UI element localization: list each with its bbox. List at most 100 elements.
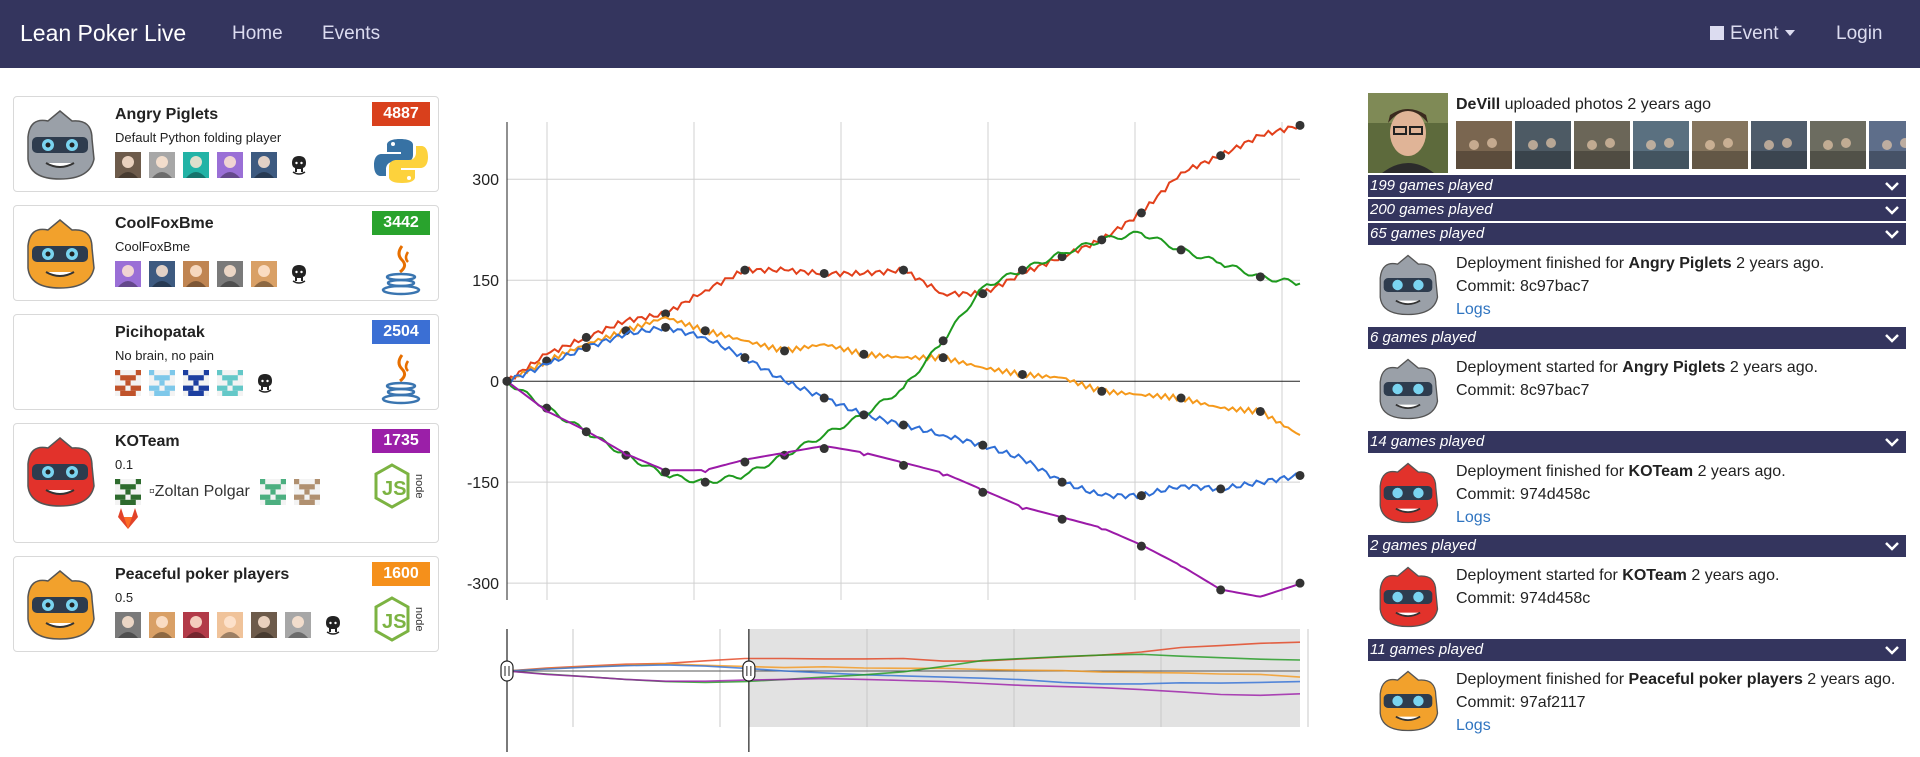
team-name[interactable]: Angry Piglets	[115, 106, 219, 123]
member-avatar[interactable]	[149, 612, 175, 638]
data-point[interactable]	[938, 353, 948, 363]
data-point[interactable]	[661, 309, 671, 319]
member-avatar[interactable]	[149, 152, 175, 178]
data-point[interactable]	[700, 326, 710, 336]
data-point[interactable]	[899, 265, 908, 275]
deployment-team[interactable]: Peaceful poker players	[1628, 671, 1803, 688]
data-point[interactable]	[661, 467, 671, 477]
member-avatar[interactable]	[251, 612, 277, 638]
member-avatar[interactable]	[217, 612, 243, 638]
upload-user[interactable]: DeVill	[1456, 96, 1501, 113]
member-identicon[interactable]	[293, 479, 320, 505]
member-identicon[interactable]	[115, 479, 141, 505]
data-point[interactable]	[1216, 151, 1226, 161]
data-point[interactable]	[1136, 541, 1146, 551]
nav-events-link[interactable]: Events	[322, 23, 381, 44]
logs-link[interactable]: Logs	[1456, 301, 1491, 318]
member-identicon[interactable]	[259, 479, 286, 505]
data-point[interactable]	[978, 440, 988, 450]
member-avatar[interactable]	[285, 612, 311, 638]
member-avatar[interactable]	[115, 152, 141, 178]
photo-thumbnail[interactable]	[1810, 121, 1866, 169]
data-point[interactable]	[899, 420, 908, 430]
data-point[interactable]	[1057, 252, 1067, 262]
games-played-bar[interactable]: 2 games played	[1368, 535, 1906, 557]
member-identicon[interactable]	[217, 370, 243, 396]
data-point[interactable]	[1097, 386, 1107, 396]
deployment-team[interactable]: Angry Piglets	[1628, 255, 1732, 272]
team-name[interactable]: Picihopatak	[115, 324, 205, 341]
data-point[interactable]	[1295, 578, 1305, 588]
data-point[interactable]	[938, 336, 948, 346]
navigator-handle[interactable]	[742, 660, 756, 682]
logs-link[interactable]: Logs	[1456, 717, 1491, 734]
data-point[interactable]	[581, 427, 591, 437]
data-point[interactable]	[581, 343, 591, 353]
team-card[interactable]: Peaceful poker players 0.5 1600 JS node	[13, 556, 439, 652]
member-avatar[interactable]	[217, 152, 243, 178]
member-avatar[interactable]	[251, 261, 277, 287]
chart-navigator[interactable]	[452, 625, 1312, 752]
photo-thumbnail[interactable]	[1692, 121, 1748, 169]
data-point[interactable]	[1057, 514, 1067, 524]
team-card[interactable]: Picihopatak No brain, no pain 2504	[13, 314, 439, 410]
member-avatar[interactable]	[115, 612, 141, 638]
data-point[interactable]	[1216, 585, 1226, 595]
member-identicon[interactable]	[115, 370, 141, 396]
games-played-bar[interactable]: 11 games played	[1368, 639, 1906, 661]
avatar[interactable]	[1368, 93, 1448, 173]
data-point[interactable]	[1176, 393, 1186, 403]
data-point[interactable]	[1255, 406, 1265, 416]
data-point[interactable]	[1017, 265, 1027, 275]
member-avatar[interactable]	[115, 261, 141, 287]
photo-thumbnail[interactable]	[1456, 121, 1512, 169]
team-name[interactable]: CoolFoxBme	[115, 215, 214, 232]
games-played-bar[interactable]: 6 games played	[1368, 327, 1906, 349]
data-point[interactable]	[1176, 245, 1186, 255]
member-identicon[interactable]	[149, 370, 175, 396]
member-avatar[interactable]	[217, 261, 243, 287]
team-card[interactable]: CoolFoxBme CoolFoxBme 3442	[13, 205, 439, 301]
data-point[interactable]	[819, 268, 829, 278]
data-point[interactable]	[1216, 484, 1226, 494]
games-played-bar[interactable]: 199 games played	[1368, 175, 1906, 197]
data-point[interactable]	[1017, 369, 1027, 379]
data-point[interactable]	[819, 393, 829, 403]
github-octocat-icon[interactable]	[289, 154, 309, 176]
data-point[interactable]	[700, 477, 710, 487]
navigator-chart[interactable]	[452, 625, 1312, 752]
gitlab-icon[interactable]	[115, 505, 141, 531]
games-played-bar[interactable]: 65 games played	[1368, 223, 1906, 245]
brand-logo[interactable]: Lean Poker Live	[20, 20, 187, 46]
data-point[interactable]	[740, 457, 750, 467]
data-point[interactable]	[581, 332, 591, 342]
photo-thumbnail[interactable]	[1751, 121, 1807, 169]
member-avatar[interactable]	[183, 152, 209, 178]
member-avatar[interactable]	[251, 152, 277, 178]
data-point[interactable]	[899, 460, 908, 470]
member-avatar[interactable]	[149, 261, 175, 287]
data-point[interactable]	[978, 487, 988, 497]
deployment-team[interactable]: KOTeam	[1628, 463, 1694, 480]
member-identicon[interactable]	[183, 370, 209, 396]
github-octocat-icon[interactable]	[323, 614, 343, 636]
data-point[interactable]	[978, 289, 988, 299]
login-link[interactable]: Login	[1836, 23, 1883, 44]
nav-home-link[interactable]: Home	[232, 23, 283, 44]
team-name[interactable]: Peaceful poker players	[115, 566, 290, 583]
data-point[interactable]	[780, 346, 790, 356]
member-avatar[interactable]	[183, 261, 209, 287]
data-point[interactable]	[1057, 477, 1067, 487]
data-point[interactable]	[1295, 120, 1305, 130]
deployment-team[interactable]: Angry Piglets	[1622, 359, 1726, 376]
photo-thumbnail[interactable]	[1574, 121, 1630, 169]
games-played-bar[interactable]: 200 games played	[1368, 199, 1906, 221]
data-point[interactable]	[1255, 272, 1265, 282]
data-point[interactable]	[859, 410, 869, 420]
data-point[interactable]	[661, 322, 671, 332]
data-point[interactable]	[1136, 491, 1146, 501]
team-card[interactable]: KOTeam 0.1 ▫Zoltan Polgar 1735 JS node	[13, 423, 439, 543]
logs-link[interactable]: Logs	[1456, 509, 1491, 526]
games-played-bar[interactable]: 14 games played	[1368, 431, 1906, 453]
github-octocat-icon[interactable]	[289, 263, 309, 285]
